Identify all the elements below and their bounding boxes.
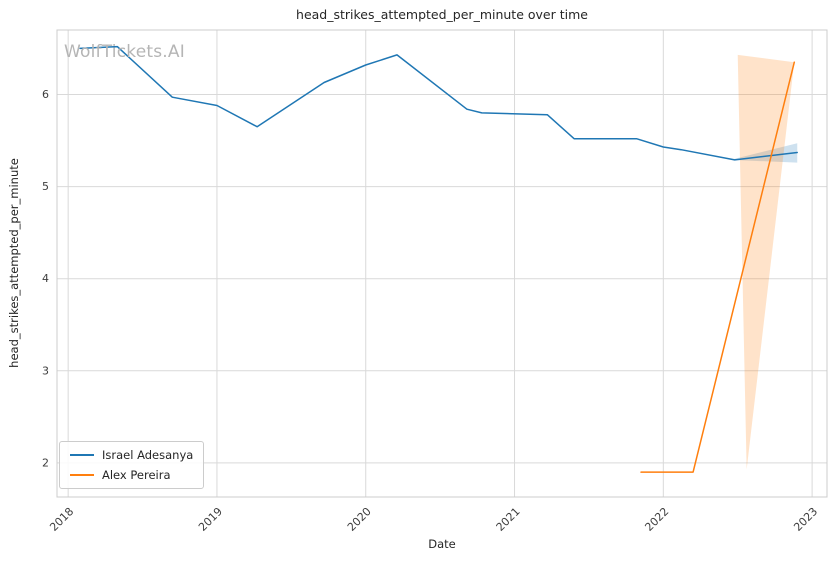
y-tick-label: 3 [42, 364, 49, 377]
y-tick-label: 5 [42, 180, 49, 193]
y-tick-label: 2 [42, 456, 49, 469]
confidence-band-alex-pereira [737, 54, 795, 470]
x-tick-label: 2021 [494, 505, 523, 534]
legend-swatch-alex-pereira [70, 474, 94, 476]
y-axis-label: head_strikes_attempted_per_minute [7, 158, 21, 368]
watermark: WolfTickets.AI [64, 42, 185, 62]
y-tick-label: 4 [42, 272, 49, 285]
plot-border [56, 29, 828, 498]
legend-label-israel-adesanya: Israel Adesanya [102, 448, 194, 462]
x-tick-label: 2020 [345, 505, 374, 534]
y-tick-label: 6 [42, 88, 49, 101]
x-tick-label: 2023 [791, 505, 820, 534]
x-tick-label: 2018 [47, 505, 76, 534]
legend: Israel Adesanya Alex Pereira [59, 441, 205, 489]
x-tick-label: 2022 [642, 505, 671, 534]
legend-label-alex-pereira: Alex Pereira [102, 468, 171, 482]
chart-title: head_strikes_attempted_per_minute over t… [296, 7, 588, 22]
legend-swatch-israel-adesanya [70, 454, 94, 456]
legend-item-israel-adesanya: Israel Adesanya [70, 448, 193, 462]
legend-item-alex-pereira: Alex Pereira [70, 468, 193, 482]
x-tick-label: 2019 [196, 505, 225, 534]
x-axis-label: Date [428, 537, 456, 551]
series-line-israel-adesanya [79, 45, 798, 161]
series-line-alex-pereira [640, 61, 796, 473]
